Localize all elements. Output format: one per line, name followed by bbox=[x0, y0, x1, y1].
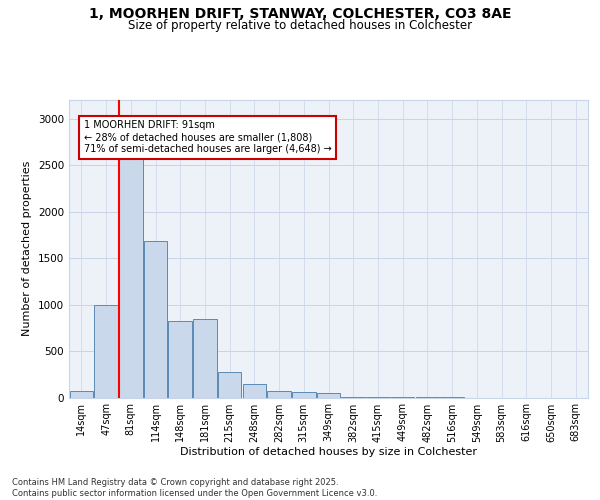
Text: 1, MOORHEN DRIFT, STANWAY, COLCHESTER, CO3 8AE: 1, MOORHEN DRIFT, STANWAY, COLCHESTER, C… bbox=[89, 8, 511, 22]
Bar bbox=[317, 394, 340, 398]
Text: Contains HM Land Registry data © Crown copyright and database right 2025.
Contai: Contains HM Land Registry data © Crown c… bbox=[12, 478, 377, 498]
Text: Size of property relative to detached houses in Colchester: Size of property relative to detached ho… bbox=[128, 18, 472, 32]
Text: 1 MOORHEN DRIFT: 91sqm
← 28% of detached houses are smaller (1,808)
71% of semi-: 1 MOORHEN DRIFT: 91sqm ← 28% of detached… bbox=[84, 120, 332, 154]
Bar bbox=[94, 304, 118, 398]
Bar bbox=[119, 123, 143, 398]
Bar bbox=[268, 390, 291, 398]
Y-axis label: Number of detached properties: Number of detached properties bbox=[22, 161, 32, 336]
Bar bbox=[193, 320, 217, 398]
Bar bbox=[341, 396, 365, 398]
X-axis label: Distribution of detached houses by size in Colchester: Distribution of detached houses by size … bbox=[180, 448, 477, 458]
Bar bbox=[169, 322, 192, 398]
Bar bbox=[218, 372, 241, 398]
Bar bbox=[292, 392, 316, 398]
Bar bbox=[366, 396, 389, 398]
Bar bbox=[70, 390, 93, 398]
Bar bbox=[144, 242, 167, 398]
Bar bbox=[242, 384, 266, 398]
